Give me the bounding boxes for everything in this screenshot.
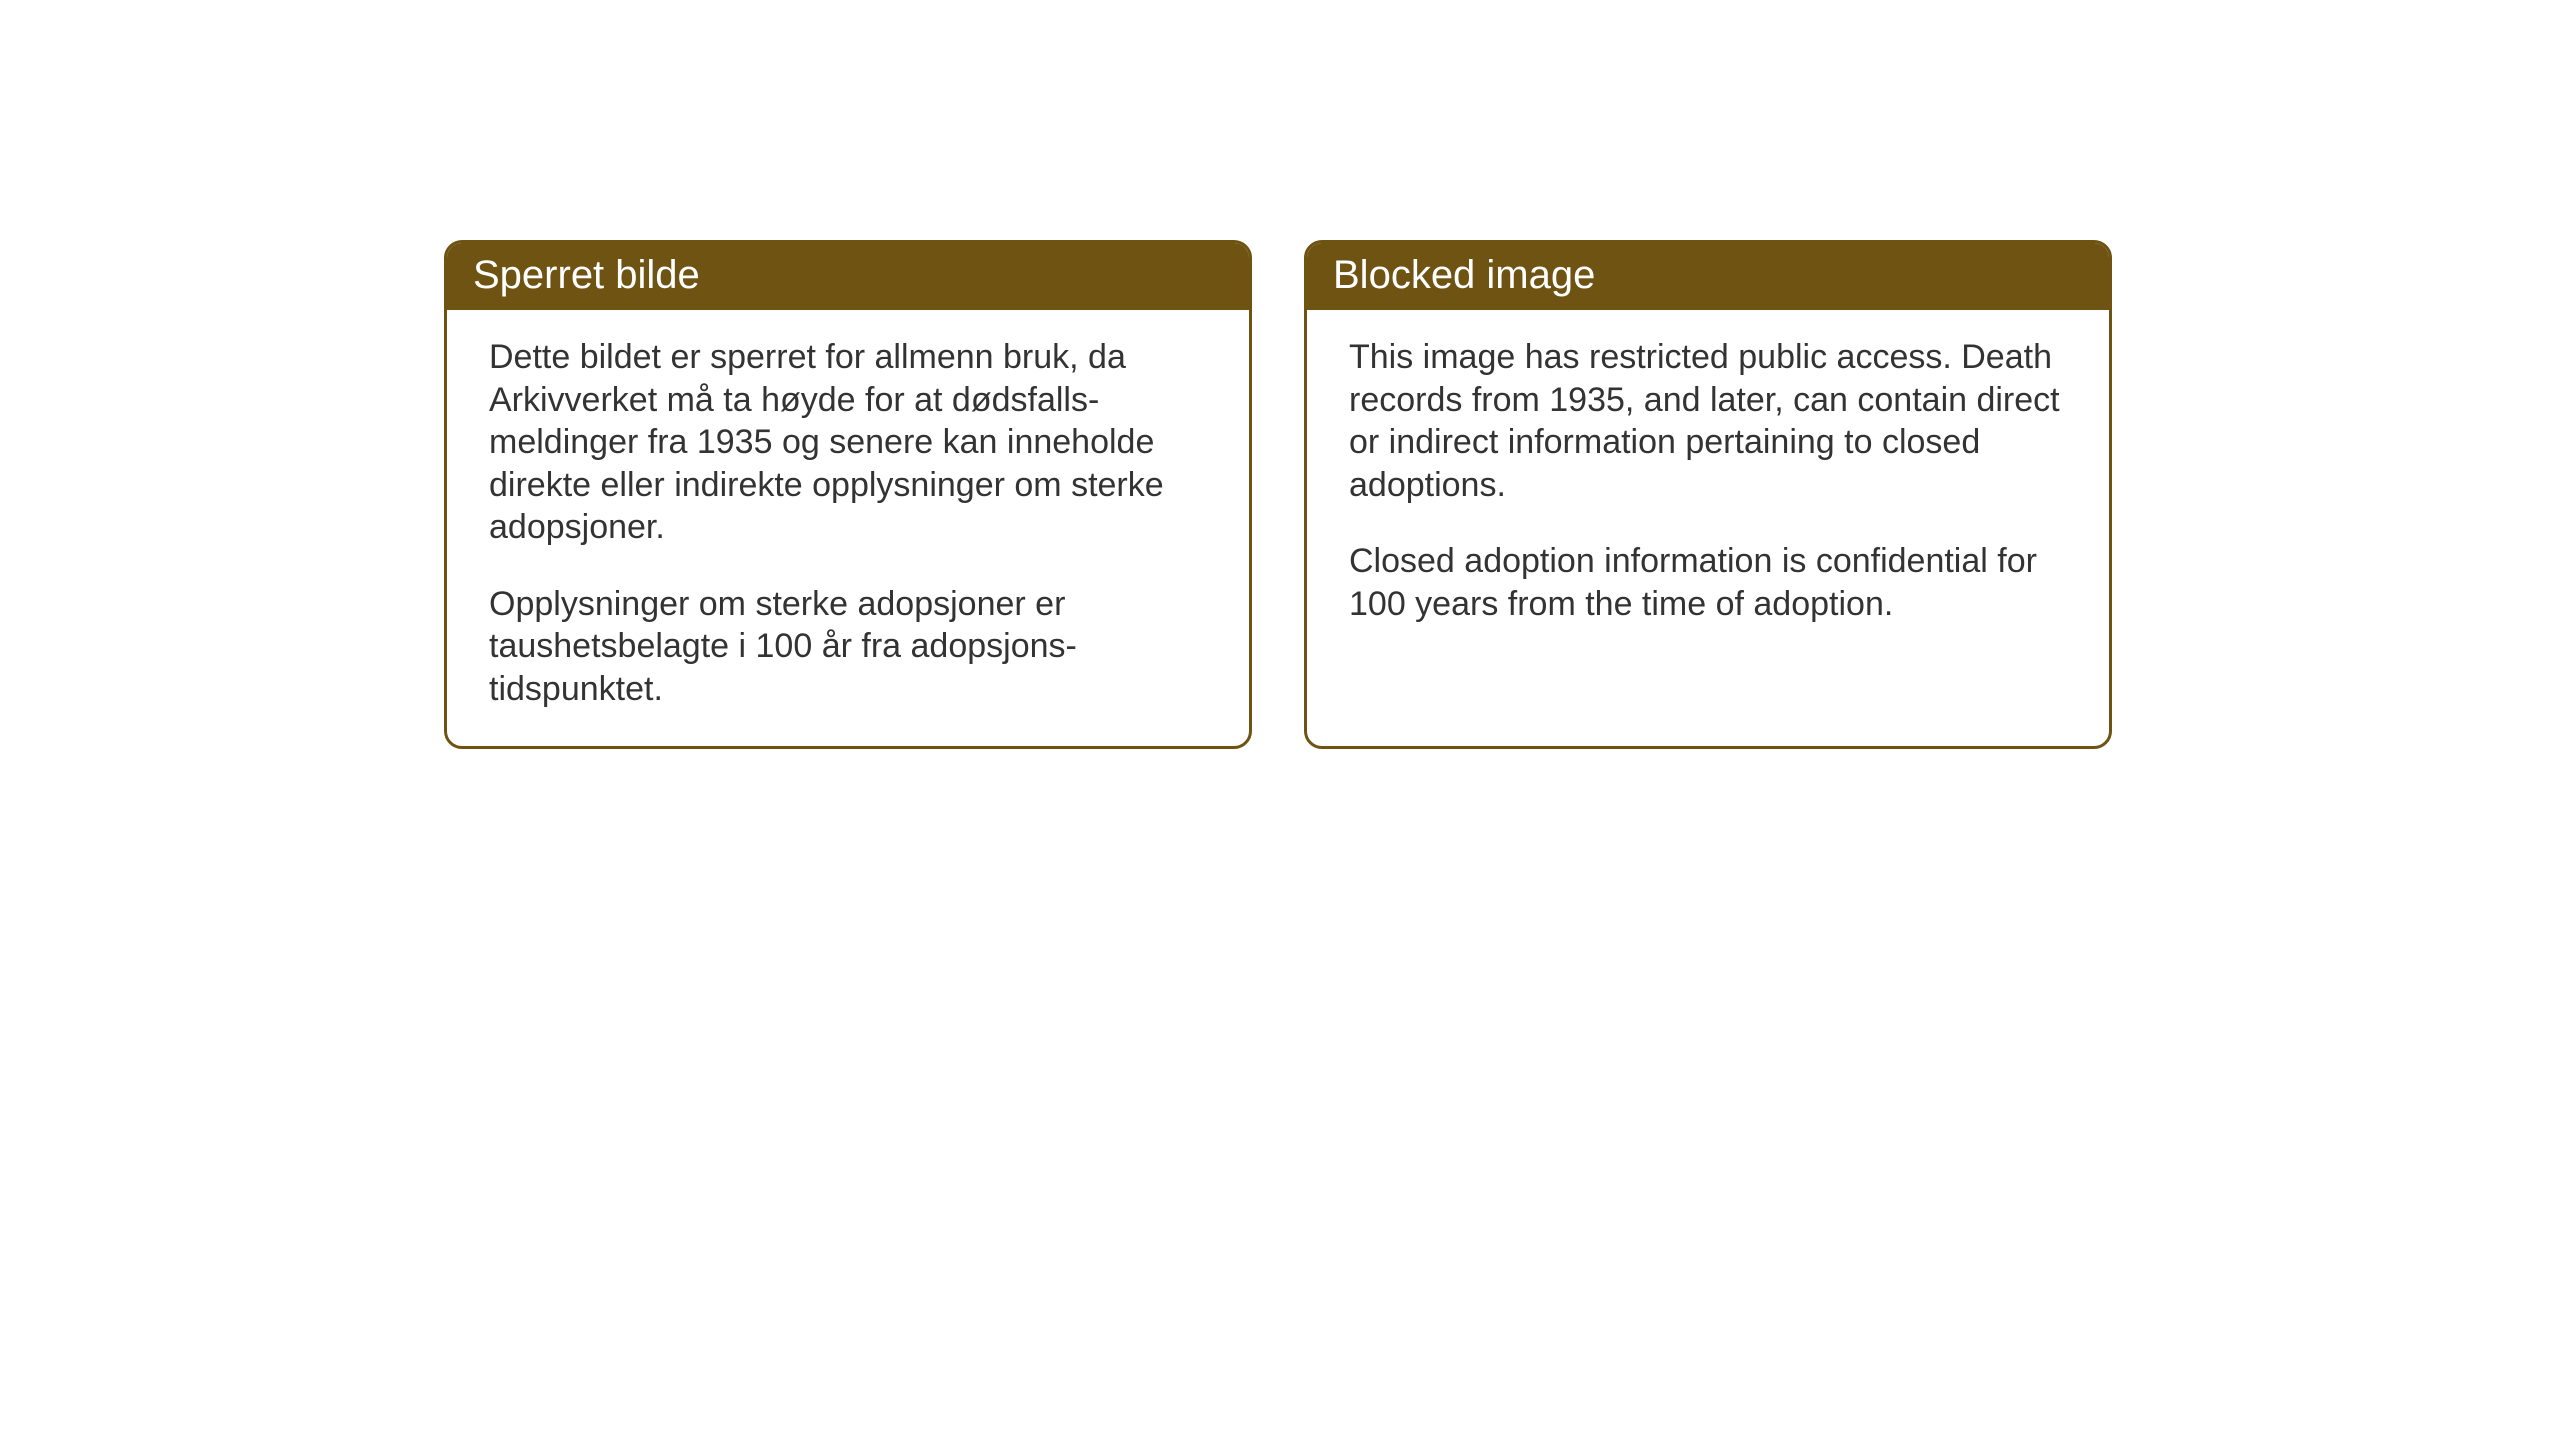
notice-card-norwegian: Sperret bilde Dette bildet er sperret fo… xyxy=(444,240,1252,749)
notice-title: Blocked image xyxy=(1333,253,1595,297)
notice-header-english: Blocked image xyxy=(1307,243,2109,310)
notice-header-norwegian: Sperret bilde xyxy=(447,243,1249,310)
notice-body-norwegian: Dette bildet er sperret for allmenn bruk… xyxy=(447,310,1249,746)
notice-container: Sperret bilde Dette bildet er sperret fo… xyxy=(444,240,2112,749)
notice-paragraph: Opplysninger om sterke adopsjoner er tau… xyxy=(489,583,1207,711)
notice-paragraph: Closed adoption information is confident… xyxy=(1349,540,2067,625)
notice-paragraph: This image has restricted public access.… xyxy=(1349,336,2067,506)
notice-paragraph: Dette bildet er sperret for allmenn bruk… xyxy=(489,336,1207,549)
notice-title: Sperret bilde xyxy=(473,253,700,297)
notice-card-english: Blocked image This image has restricted … xyxy=(1304,240,2112,749)
notice-body-english: This image has restricted public access.… xyxy=(1307,310,2109,661)
